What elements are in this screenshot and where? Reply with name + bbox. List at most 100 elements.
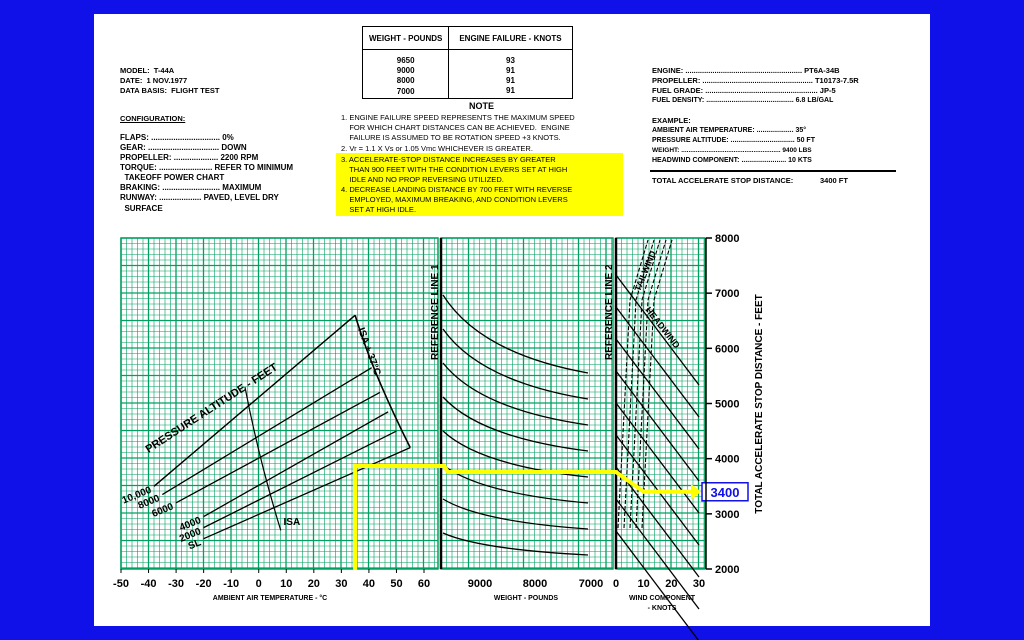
table-row: 8000 91: [361, 76, 573, 86]
headwind-guide-line: [615, 370, 700, 482]
table-cell: 7000: [361, 86, 450, 99]
weight-guide-line: [442, 430, 589, 478]
table-cell: 91: [448, 76, 573, 86]
weight-tick-label: 9000: [468, 578, 492, 590]
temperature-tick-label: 20: [308, 578, 320, 590]
tailwind-guide-line: [641, 239, 673, 529]
table-cell: 9000: [361, 66, 450, 76]
total-distance-label: TOTAL ACCELERATE STOP DISTANCE:: [652, 176, 794, 185]
torque-text: TORQUE: ........................ REFER T…: [120, 163, 294, 172]
y-tick-label: 3000: [715, 509, 739, 521]
weight-guide-line: [442, 396, 589, 452]
fuel-grade-text: FUEL GRADE: ............................…: [652, 86, 836, 95]
altitude-line-SL: [203, 447, 411, 540]
note-line-1: 1. ENGINE FAILURE SPEED REPRESENTS THE M…: [341, 113, 575, 122]
flaps-text: FLAPS: ............................... 0…: [120, 133, 234, 142]
model-text: MODEL: T-44A: [120, 66, 175, 75]
note-line-8: 4. DECREASE LANDING DISTANCE BY 700 FEET…: [341, 185, 573, 194]
altitude-line-2000: [203, 430, 397, 529]
headwind-guide-line: [615, 274, 700, 386]
fuel-density-text: FUEL DENSITY: ..........................…: [652, 97, 834, 104]
table-row: 9650 93: [361, 49, 573, 66]
temperature-tick-label: -40: [141, 578, 157, 590]
pressure-altitude-top-line: [153, 314, 356, 487]
temperature-tick-label: 10: [280, 578, 292, 590]
weight-guide-line: [442, 362, 589, 426]
isa-label: ISA: [284, 517, 301, 528]
total-distance-value: 3400 FT: [820, 176, 848, 185]
reference-line-1-label: REFERENCE LINE 1: [430, 264, 441, 360]
note-line-7: IDLE AND NO PROP REVERSING UTILIZED.: [341, 175, 504, 184]
temperature-tick-label: -10: [223, 578, 239, 590]
weight-guide-line: [442, 328, 589, 400]
altitude-line-6000: [175, 391, 381, 504]
wind-tick-label: 0: [613, 578, 619, 590]
altitude-label-SL: SL: [187, 537, 203, 552]
weight-axis-label: WEIGHT - POUNDS: [494, 595, 558, 602]
temperature-axis-label: AMBIENT AIR TEMPERATURE - °C: [213, 594, 327, 602]
torque-text-2: TAKEOFF POWER CHART: [120, 173, 225, 182]
table-cell: 91: [448, 86, 573, 99]
headwind-guide-line: [615, 402, 700, 514]
headwind-guide-line: [615, 338, 700, 450]
tailwind-guide-line: [623, 239, 655, 529]
date-text: DATE: 1 NOV.1977: [120, 76, 188, 85]
table-row: 9000 91: [361, 66, 573, 76]
table-header-speed: ENGINE FAILURE - KNOTS: [448, 26, 573, 50]
temperature-tick-label: 0: [256, 578, 262, 590]
grid-major-lines-temperature: [120, 237, 438, 569]
headwind-guide-line: [615, 306, 700, 418]
temperature-tick-label: 40: [363, 578, 375, 590]
reference-line-2-label: REFERENCE LINE 2: [604, 264, 615, 360]
table-header-weight: WEIGHT - POUNDS: [361, 26, 450, 50]
table-cell: 91: [448, 66, 573, 76]
temperature-tick-label: -20: [196, 578, 212, 590]
example-altitude-text: PRESSURE ALTITUDE: .....................…: [652, 137, 815, 144]
note-highlight: [336, 153, 623, 216]
table-cell: 8000: [361, 76, 450, 86]
example-headwind-text: HEADWIND COMPONENT: ....................…: [652, 157, 812, 164]
weight-guide-line: [442, 498, 589, 530]
wind-tick-label: 10: [638, 578, 650, 590]
isa-plus-37-line: [354, 315, 411, 448]
weight-speed-table: WEIGHT - POUNDS ENGINE FAILURE - KNOTS 9…: [361, 26, 573, 99]
example-title: EXAMPLE:: [652, 116, 691, 125]
isa-line: [244, 386, 282, 531]
note-title: NOTE: [469, 101, 495, 111]
weight-guide-line: [442, 532, 589, 556]
temperature-tick-label: 60: [418, 578, 430, 590]
weight-tick-label: 7000: [579, 578, 603, 590]
divider: [650, 170, 896, 172]
result-box: [701, 482, 749, 502]
result-label: 3400: [711, 485, 740, 500]
note-line-10: SET AT HIGH IDLE.: [341, 205, 417, 214]
weight-tick-label: 8000: [523, 578, 547, 590]
propeller-text: PROPELLER: .................... 2200 RPM: [120, 153, 259, 162]
wind-axis-label: WIND COMPONENT: [629, 595, 696, 602]
headwind-guide-line: [615, 530, 700, 640]
wind-tick-label: 30: [693, 578, 705, 590]
engine-text: ENGINE: ................................…: [652, 66, 840, 75]
braking-text: BRAKING: .......................... MAXI…: [120, 183, 262, 192]
y-tick-label: 2000: [715, 564, 739, 576]
wind-axis-label-2: - KNOTS: [648, 605, 677, 612]
note-line-2: FOR WHICH CHART DISTANCES CAN BE ACHIEVE…: [341, 123, 570, 132]
temperature-tick-label: 50: [390, 578, 402, 590]
temperature-tick-label: -50: [113, 578, 129, 590]
note-line-4: 2. Vr = 1.1 X Vs or 1.05 Vmc WHICHEVER I…: [341, 144, 533, 153]
y-tick-label: 4000: [715, 454, 739, 466]
runway-text: RUNWAY: ................... PAVED, LEVEL…: [120, 193, 279, 202]
y-tick-label: 7000: [715, 288, 739, 300]
note-line-6: THAN 900 FEET WITH THE CONDITION LEVERS …: [341, 165, 568, 174]
headwind-guide-line: [615, 498, 700, 610]
runway-text-2: SURFACE: [120, 204, 163, 213]
note-line-9: EMPLOYED, MAXIMUM BREAKING, AND CONDITIO…: [341, 195, 568, 204]
temperature-tick-label: 30: [335, 578, 347, 590]
example-path: [353, 464, 693, 570]
y-axis-label: TOTAL ACCELERATE STOP DISTANCE - FEET: [754, 294, 765, 513]
table-cell: 93: [448, 49, 573, 66]
tailwind-guide-line: [617, 239, 649, 529]
table-row: 7000 91: [361, 86, 573, 99]
example-weight-text: WEIGHT: ................................…: [652, 147, 812, 154]
example-temp-text: AMBIENT AIR TEMPERATURE: ...............…: [652, 127, 807, 134]
